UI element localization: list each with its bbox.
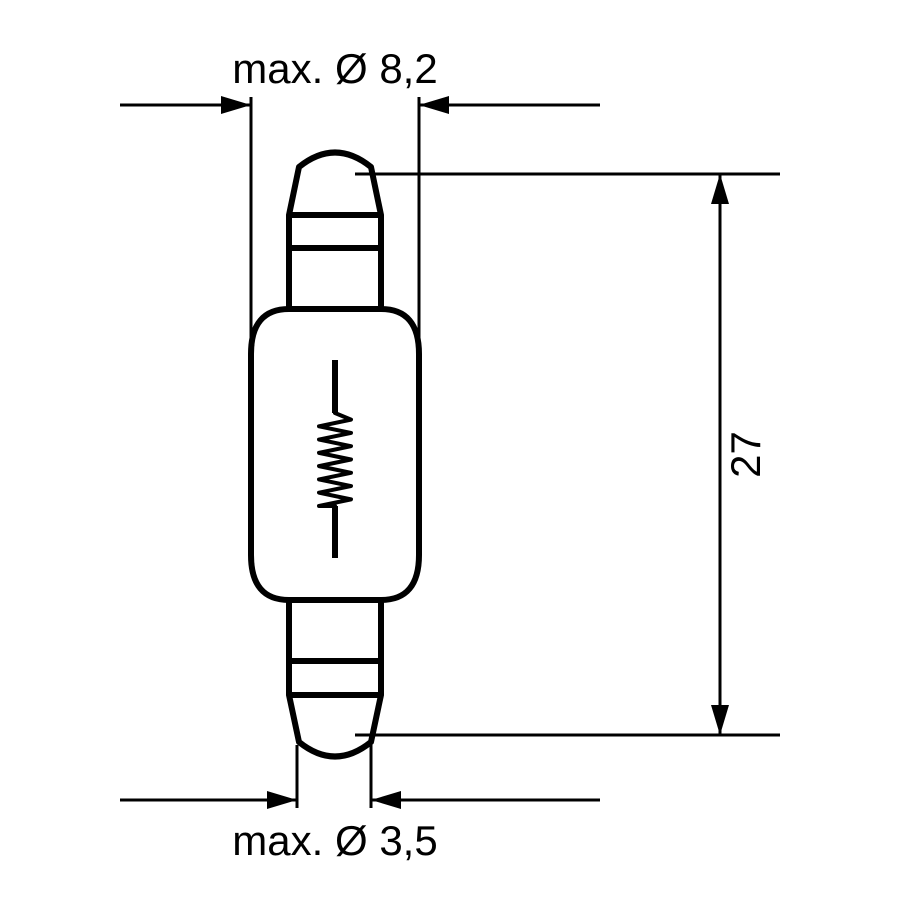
- dim-right-label: 27: [722, 431, 769, 478]
- dim-bottom-label: max. Ø 3,5: [232, 817, 437, 864]
- festoon-bulb-diagram: max. Ø 8,2 max. Ø 3,5 27: [0, 0, 900, 900]
- dim-top-label: max. Ø 8,2: [232, 45, 437, 92]
